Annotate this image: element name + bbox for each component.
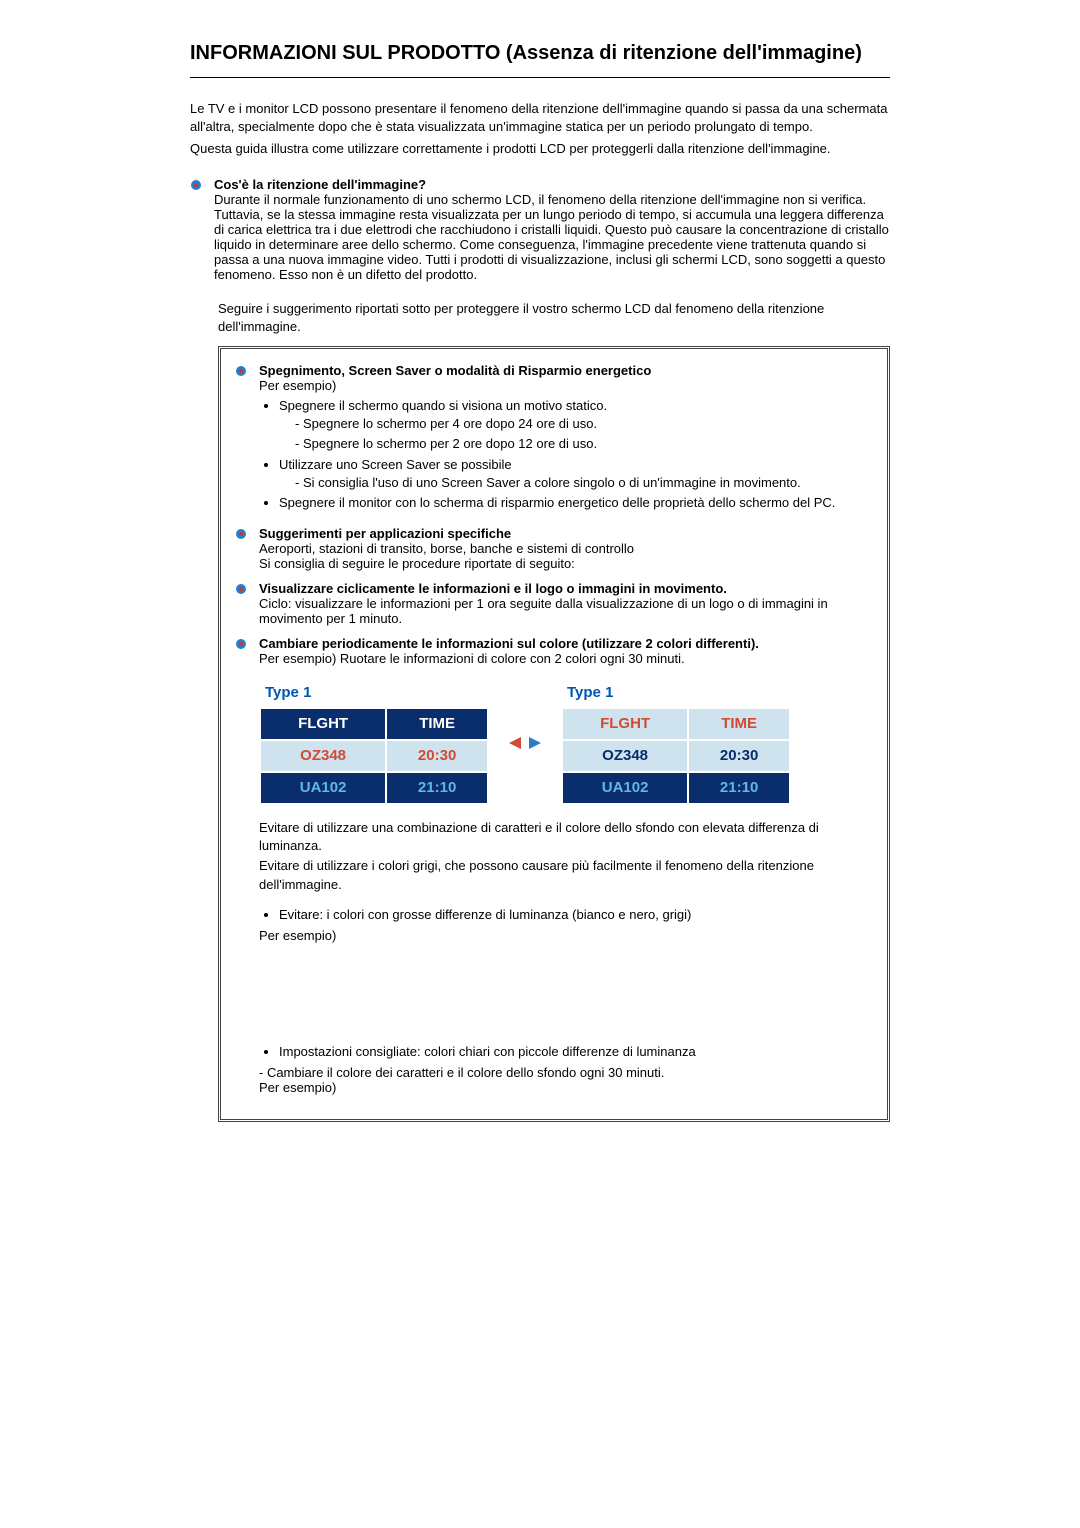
tip-content: Visualizzare ciclicamente le informazion… <box>259 581 873 626</box>
example-label: Per esempio) <box>259 928 336 943</box>
tip-content: Spegnimento, Screen Saver o modalità di … <box>259 363 873 516</box>
rec-subline: - Cambiare il colore dei caratteri e il … <box>259 1065 664 1080</box>
list-subitem: Spegnere lo schermo per 2 ore dopo 12 or… <box>295 435 873 453</box>
intro-p2: Questa guida illustra come utilizzare co… <box>190 140 890 158</box>
example-label: Per esempio) <box>259 378 336 393</box>
type-block-2: Type 1 FLGHT TIME OZ348 20:30 UA <box>561 680 791 805</box>
bullet-icon <box>235 581 259 595</box>
tip-line: Aeroporti, stazioni di transito, borse, … <box>259 541 634 556</box>
table-cell: UA102 <box>562 772 688 804</box>
example-label: Per esempio) <box>259 1080 336 1095</box>
table-cell: 21:10 <box>386 772 488 804</box>
list-subitem: Si consiglia l'uso di uno Screen Saver a… <box>295 474 873 492</box>
tip-heading: Cambiare periodicamente le informazioni … <box>259 636 759 651</box>
table-cell: 20:30 <box>386 740 488 772</box>
type-caption: Type 1 <box>259 680 489 707</box>
table-cell: OZ348 <box>260 740 386 772</box>
tip-power-off: Spegnimento, Screen Saver o modalità di … <box>235 363 873 516</box>
table-cell: OZ348 <box>562 740 688 772</box>
table-header-cell: TIME <box>688 708 790 740</box>
table-header-cell: FLGHT <box>562 708 688 740</box>
bullet-icon <box>235 363 259 377</box>
list-item: Spegnere il monitor con lo scherma di ri… <box>279 494 873 512</box>
list-item: Spegnere il schermo quando si visiona un… <box>279 397 873 454</box>
avoid-list: Evitare: i colori con grosse differenze … <box>259 906 873 924</box>
list-item: Utilizzare uno Screen Saver se possibile… <box>279 456 873 492</box>
table-cell: 21:10 <box>688 772 790 804</box>
tip-heading: Suggerimenti per applicazioni specifiche <box>259 526 511 541</box>
table-header-cell: TIME <box>386 708 488 740</box>
tip-heading: Visualizzare ciclicamente le informazion… <box>259 581 727 596</box>
note: Evitare di utilizzare i colori grigi, ch… <box>259 857 873 893</box>
section-what-is: Cos'è la ritenzione dell'immagine? Duran… <box>190 177 890 282</box>
table-cell: 20:30 <box>688 740 790 772</box>
title-rule <box>190 77 890 78</box>
list-item: Impostazioni consigliate: colori chiari … <box>279 1043 873 1061</box>
tip-line: Si consiglia di seguire le procedure rip… <box>259 556 575 571</box>
type-block-1: Type 1 FLGHT TIME OZ348 20:30 UA <box>259 680 489 805</box>
bullet-icon <box>235 526 259 540</box>
swap-arrows-icon <box>507 735 543 751</box>
tip-cycle-info: Visualizzare ciclicamente le informazion… <box>235 581 873 626</box>
list-item: Evitare: i colori con grosse differenze … <box>279 906 873 924</box>
type-tables: Type 1 FLGHT TIME OZ348 20:30 UA <box>259 680 873 805</box>
tip-specific-apps: Suggerimenti per applicazioni specifiche… <box>235 526 873 571</box>
intro: Le TV e i monitor LCD possono presentare… <box>190 100 890 159</box>
intro-p1: Le TV e i monitor LCD possono presentare… <box>190 100 890 136</box>
page-title: INFORMAZIONI SUL PRODOTTO (Assenza di ri… <box>190 40 890 67</box>
bullet-icon <box>190 177 214 191</box>
table-header-cell: FLGHT <box>260 708 386 740</box>
section-content: Cos'è la ritenzione dell'immagine? Duran… <box>214 177 890 282</box>
framed-box: Spegnimento, Screen Saver o modalità di … <box>218 346 890 1122</box>
list-subitem: Spegnere lo schermo per 4 ore dopo 24 or… <box>295 415 873 433</box>
blank-space <box>259 943 873 1039</box>
tip-line: Per esempio) Ruotare le informazioni di … <box>259 651 685 666</box>
section-body: Durante il normale funzionamento di uno … <box>214 192 889 282</box>
lead-in: Seguire i suggerimento riportati sotto p… <box>218 300 890 336</box>
page: INFORMAZIONI SUL PRODOTTO (Assenza di ri… <box>170 40 910 1122</box>
table-cell: UA102 <box>260 772 386 804</box>
after-tables: Evitare di utilizzare una combinazione d… <box>259 819 873 1095</box>
tip-content: Suggerimenti per applicazioni specifiche… <box>259 526 873 571</box>
bullet-icon <box>235 636 259 650</box>
section-heading: Cos'è la ritenzione dell'immagine? <box>214 177 426 192</box>
recommended-list: Impostazioni consigliate: colori chiari … <box>259 1043 873 1061</box>
tip-content: Cambiare periodicamente le informazioni … <box>259 636 873 1095</box>
tip-change-colors: Cambiare periodicamente le informazioni … <box>235 636 873 1095</box>
tip-heading: Spegnimento, Screen Saver o modalità di … <box>259 363 651 378</box>
tip-line: Ciclo: visualizzare le informazioni per … <box>259 596 828 626</box>
type-table: FLGHT TIME OZ348 20:30 UA102 21:10 <box>259 707 489 805</box>
type-table: FLGHT TIME OZ348 20:30 UA102 21:10 <box>561 707 791 805</box>
tip-list: Spegnere il schermo quando si visiona un… <box>259 397 873 512</box>
note: Evitare di utilizzare una combinazione d… <box>259 819 873 855</box>
type-caption: Type 1 <box>561 680 791 707</box>
